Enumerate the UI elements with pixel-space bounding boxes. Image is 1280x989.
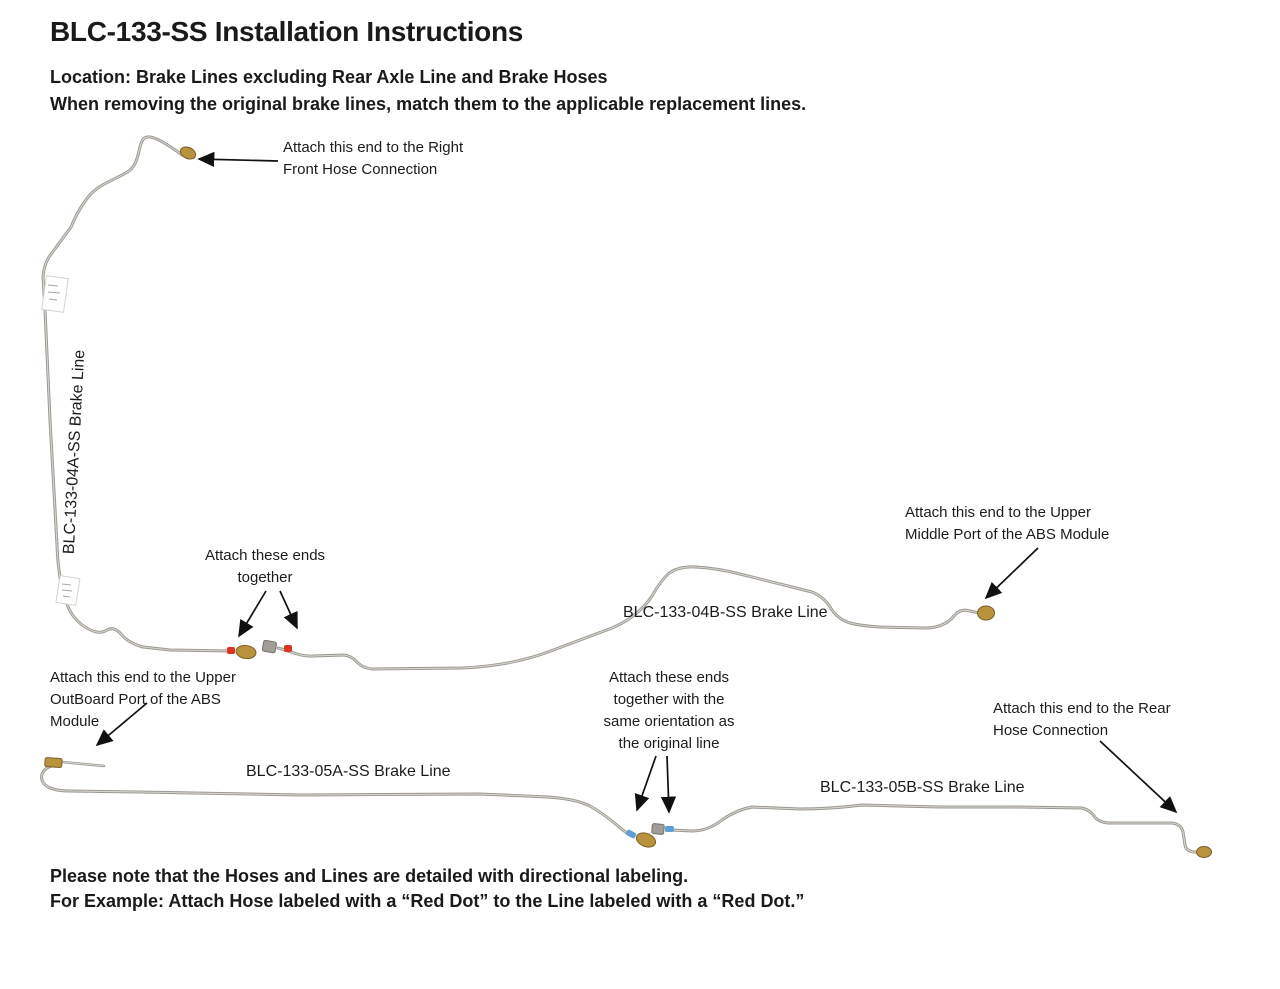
brass-fitting-icon	[44, 757, 63, 768]
silver-fitting-icon	[261, 639, 277, 654]
arrowhead-icon	[95, 702, 148, 747]
brass-fitting-icon	[179, 146, 197, 160]
footer-note-2: For Example: Attach Hose labeled with a …	[50, 891, 805, 911]
silver-fitting-icon	[651, 823, 665, 835]
instruction-line: When removing the original brake lines, …	[50, 94, 807, 114]
arrowhead-icon	[1099, 740, 1178, 814]
brass-fitting-icon	[1196, 846, 1212, 858]
location-line: Location: Brake Lines excluding Rear Axl…	[50, 67, 608, 87]
arrowhead-icon	[197, 151, 279, 168]
brake-line-04a-photo	[41, 135, 257, 660]
brake-line-05a-photo	[40, 757, 657, 848]
brass-fitting-icon	[635, 832, 657, 848]
arrowhead-icon	[660, 755, 677, 814]
arrowhead-icon	[279, 590, 298, 630]
annotation-abs-middle-port: Attach this end to the Upper Middle Port…	[905, 504, 1110, 543]
footer-note-1: Please note that the Hoses and Lines are…	[50, 866, 689, 886]
annotation-right-front-hose: Attach this end to the Right Front Hose …	[283, 139, 464, 178]
annotation-abs-outboard-port: Attach this end to the Upper OutBoard Po…	[50, 669, 236, 730]
red-dot-marker	[284, 645, 292, 652]
annotation-ends-together: Attach these ends together	[204, 547, 326, 586]
arrowhead-icon	[238, 590, 267, 638]
annotation-ends-together-orientation: Attach these ends together with the same…	[603, 669, 735, 752]
brass-fitting-icon	[977, 605, 995, 621]
label-line-04b: BLC-133-04B-SS Brake Line	[623, 604, 828, 621]
tube-label-tag	[55, 575, 81, 606]
arrowhead-icon	[984, 547, 1039, 600]
red-dot-marker	[227, 647, 235, 654]
label-line-05b: BLC-133-05B-SS Brake Line	[820, 779, 1025, 796]
label-line-05a: BLC-133-05A-SS Brake Line	[246, 763, 451, 780]
blue-dot-marker	[665, 826, 674, 832]
brass-fitting-icon	[235, 644, 257, 660]
blue-dot-marker	[625, 829, 637, 839]
page-title: BLC-133-SS Installation Instructions	[50, 16, 524, 47]
tube-label-tag	[41, 275, 69, 313]
brake-line-04b-photo	[261, 565, 995, 671]
arrowhead-icon	[634, 755, 657, 812]
annotation-arrows	[95, 151, 1178, 814]
annotation-rear-hose: Attach this end to the Rear Hose Connect…	[993, 700, 1171, 739]
brake-line-05b-photo	[651, 803, 1212, 858]
